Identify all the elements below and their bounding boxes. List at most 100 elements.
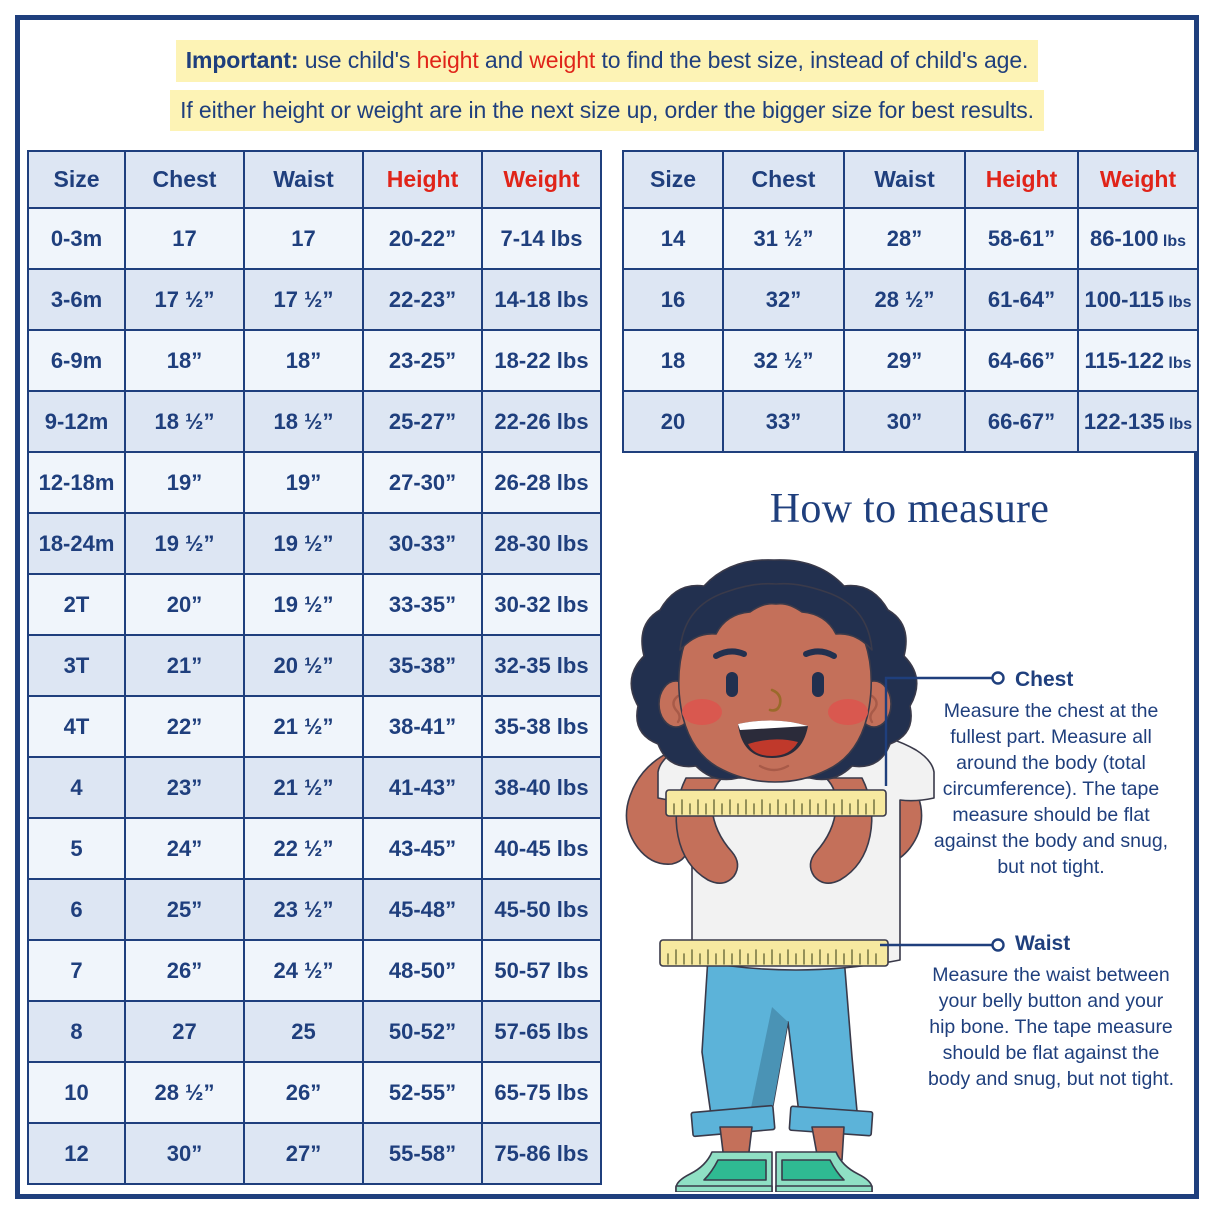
size-table-14-to-20: Size Chest Waist Height Weight 14 31 ½” 28…	[622, 150, 1199, 453]
cell-height: 35-38”	[362, 634, 483, 697]
cell-weight: 22-26 lbs	[481, 390, 602, 453]
cell-weight: 32-35 lbs	[481, 634, 602, 697]
weight-unit: lbs	[1163, 293, 1192, 311]
cell-chest: 22”	[124, 695, 245, 758]
cell-weight: 30-32 lbs	[481, 573, 602, 636]
cell-size: 0-3m	[27, 207, 126, 270]
cell-chest: 18 ½”	[124, 390, 245, 453]
weight-value: 122-135	[1083, 408, 1165, 434]
table-row: 4T 22” 21 ½” 38-41” 35-38 lbs	[27, 695, 602, 758]
cell-waist: 18 ½”	[243, 390, 364, 453]
cell-chest: 17 ½”	[124, 268, 245, 331]
table-row: 12-18m 19” 19” 27-30” 26-28 lbs	[27, 451, 602, 514]
cell-height: 33-35”	[362, 573, 483, 636]
cell-size: 2T	[27, 573, 126, 636]
cell-chest: 19 ½”	[124, 512, 245, 575]
table-row: 0-3m 17 17 20-22” 7-14 lbs	[27, 207, 602, 270]
cell-chest: 23”	[124, 756, 245, 819]
cell-weight: 18-22 lbs	[481, 329, 602, 392]
head-illustration	[630, 559, 918, 783]
cell-waist: 29”	[843, 329, 966, 392]
header-size: Size	[622, 150, 724, 209]
table-row: 6 25” 23 ½” 45-48” 45-50 lbs	[27, 878, 602, 941]
cell-waist: 27”	[243, 1122, 364, 1185]
cell-waist: 23 ½”	[243, 878, 364, 941]
header-chest: Chest	[124, 150, 245, 209]
cell-height: 50-52”	[362, 1000, 483, 1063]
pants-illustration	[690, 956, 874, 1138]
cell-weight: 35-38 lbs	[481, 695, 602, 758]
cell-chest: 26”	[124, 939, 245, 1002]
table-row: 9-12m 18 ½” 18 ½” 25-27” 22-26 lbs	[27, 390, 602, 453]
cell-chest: 24”	[124, 817, 245, 880]
header-weight: Weight	[481, 150, 602, 209]
cell-waist: 19 ½”	[243, 573, 364, 636]
cell-size: 18-24m	[27, 512, 126, 575]
table-row: 5 24” 22 ½” 43-45” 40-45 lbs	[27, 817, 602, 880]
banner-important-label: Important:	[185, 47, 299, 73]
cell-size: 4	[27, 756, 126, 819]
cell-chest: 30”	[124, 1122, 245, 1185]
cell-weight: 45-50 lbs	[481, 878, 602, 941]
banner-text-a: use child's	[298, 47, 417, 73]
banner-weight-word: weight	[529, 47, 596, 73]
cell-chest: 33”	[722, 390, 845, 453]
cell-size: 14	[622, 207, 724, 270]
header-size: Size	[27, 150, 126, 209]
weight-unit: lbs	[1158, 232, 1187, 250]
waist-annotation-title: Waist	[1015, 932, 1071, 955]
cell-height: 25-27”	[362, 390, 483, 453]
table-row: 3T 21” 20 ½” 35-38” 32-35 lbs	[27, 634, 602, 697]
cell-weight: 14-18 lbs	[481, 268, 602, 331]
cell-chest: 27	[124, 1000, 245, 1063]
cell-waist: 19 ½”	[243, 512, 364, 575]
cell-weight: 28-30 lbs	[481, 512, 602, 575]
sneakers	[675, 1151, 873, 1192]
banner-text-b: and	[478, 47, 530, 73]
banner-line-1: Important: use child's height and weight…	[175, 40, 1039, 82]
weight-value: 115-122	[1084, 347, 1164, 373]
weight-value: 86-100	[1089, 225, 1159, 251]
header-height: Height	[362, 150, 483, 209]
header-waist: Waist	[243, 150, 364, 209]
cell-waist: 21 ½”	[243, 756, 364, 819]
table-header-row: Size Chest Waist Height Weight	[27, 150, 602, 209]
table-row: 4 23” 21 ½” 41-43” 38-40 lbs	[27, 756, 602, 819]
cell-waist: 30”	[843, 390, 966, 453]
table-row: 3-6m 17 ½” 17 ½” 22-23” 14-18 lbs	[27, 268, 602, 331]
table-row: 16 32” 28 ½” 61-64” 100-115 lbs	[622, 268, 1199, 331]
cell-size: 18	[622, 329, 724, 392]
cell-size: 12	[27, 1122, 126, 1185]
cell-chest: 28 ½”	[124, 1061, 245, 1124]
cell-size: 7	[27, 939, 126, 1002]
header-height: Height	[964, 150, 1079, 209]
cell-weight: 65-75 lbs	[481, 1061, 602, 1124]
cell-height: 43-45”	[362, 817, 483, 880]
cell-height: 58-61”	[964, 207, 1079, 270]
cell-weight: 40-45 lbs	[481, 817, 602, 880]
header-waist: Waist	[843, 150, 966, 209]
size-table-infant-to-12: Size Chest Waist Height Weight 0-3m 17 17 2…	[27, 150, 602, 1185]
cell-height: 45-48”	[362, 878, 483, 941]
table-row: 2T 20” 19 ½” 33-35” 30-32 lbs	[27, 573, 602, 636]
cell-height: 27-30”	[362, 451, 483, 514]
cell-height: 66-67”	[964, 390, 1079, 453]
cell-height: 55-58”	[362, 1122, 483, 1185]
cell-height: 64-66”	[964, 329, 1079, 392]
waist-annotation-text: Measure the waist between your belly but…	[927, 964, 1175, 1090]
cell-waist: 21 ½”	[243, 695, 364, 758]
cell-size: 12-18m	[27, 451, 126, 514]
cell-size: 3-6m	[27, 268, 126, 331]
cell-waist: 17 ½”	[243, 268, 364, 331]
waist-tape-measure	[659, 939, 889, 967]
cell-size: 20	[622, 390, 724, 453]
cell-weight: 57-65 lbs	[481, 1000, 602, 1063]
table-row: 8 27 25 50-52” 57-65 lbs	[27, 1000, 602, 1063]
chest-annotation: Chest Measure the chest at the fullest p…	[925, 668, 1177, 880]
chest-annotation-title: Chest	[1015, 668, 1074, 691]
cell-weight: 38-40 lbs	[481, 756, 602, 819]
cell-chest: 21”	[124, 634, 245, 697]
chest-tape-measure	[665, 789, 887, 817]
cell-waist: 20 ½”	[243, 634, 364, 697]
cell-size: 3T	[27, 634, 126, 697]
